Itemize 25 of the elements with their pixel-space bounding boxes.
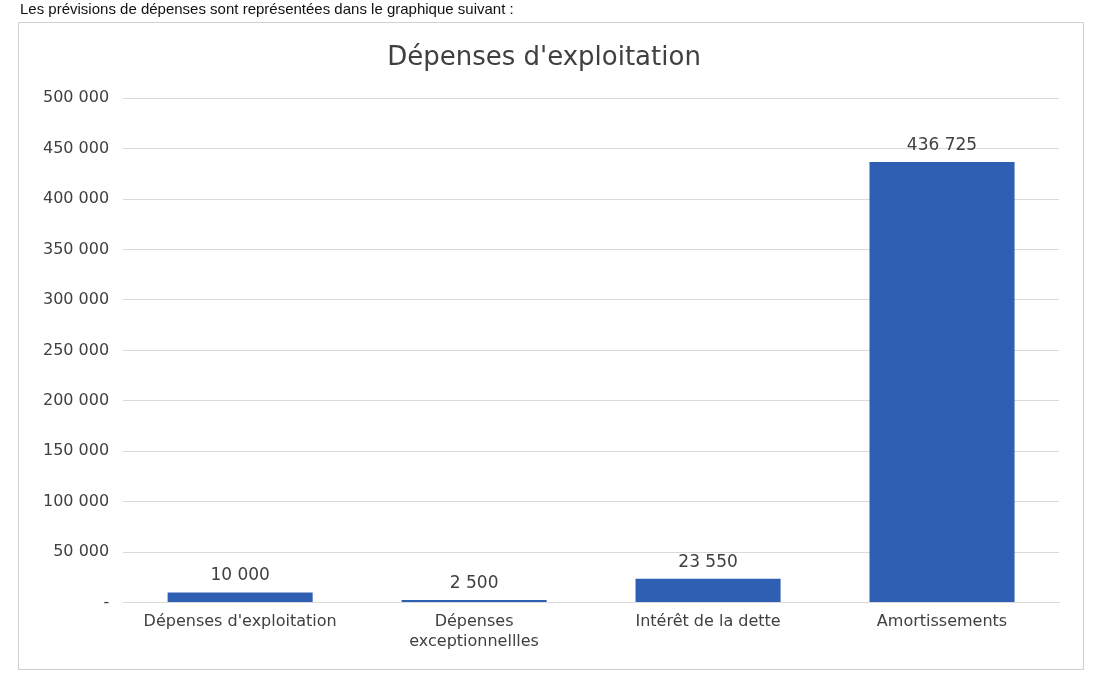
text: Les prévisions de dépenses sont représentées dans le graphique suivant : (20, 0, 514, 17)
bar (635, 578, 781, 603)
y-tick-label: 250 000 (42, 339, 110, 359)
data-label: 436 725 (906, 133, 978, 154)
data-label: 2 500 (449, 572, 499, 592)
data-label: 23 550 (678, 550, 738, 571)
y-tick-label: 500 000 (42, 87, 110, 107)
x-tick-label: Intérêt de la dette (635, 611, 781, 631)
y-tick-label: - (103, 591, 110, 611)
y-tick-label: 200 000 (42, 390, 110, 409)
x-tick-label: Dépenses d'exploitation (143, 611, 337, 631)
chart-title: Dépenses d'exploitation (387, 41, 701, 72)
y-tick-label: 100 000 (42, 490, 110, 510)
bar (869, 162, 1015, 603)
y-tick-label: 350 000 (42, 238, 110, 258)
bar (167, 592, 313, 603)
x-tick-label: Dépenses exceptionnellles (409, 611, 539, 650)
y-tick-label: 150 000 (42, 440, 110, 460)
data-label: 10 000 (210, 564, 270, 585)
x-tick-label: Amortissements (876, 611, 1008, 631)
y-tick-label: 450 000 (42, 137, 110, 157)
bar (401, 600, 547, 603)
y-tick-label: 50 000 (53, 541, 110, 561)
y-tick-label: 400 000 (42, 188, 110, 208)
y-tick-label: 300 000 (42, 289, 110, 309)
